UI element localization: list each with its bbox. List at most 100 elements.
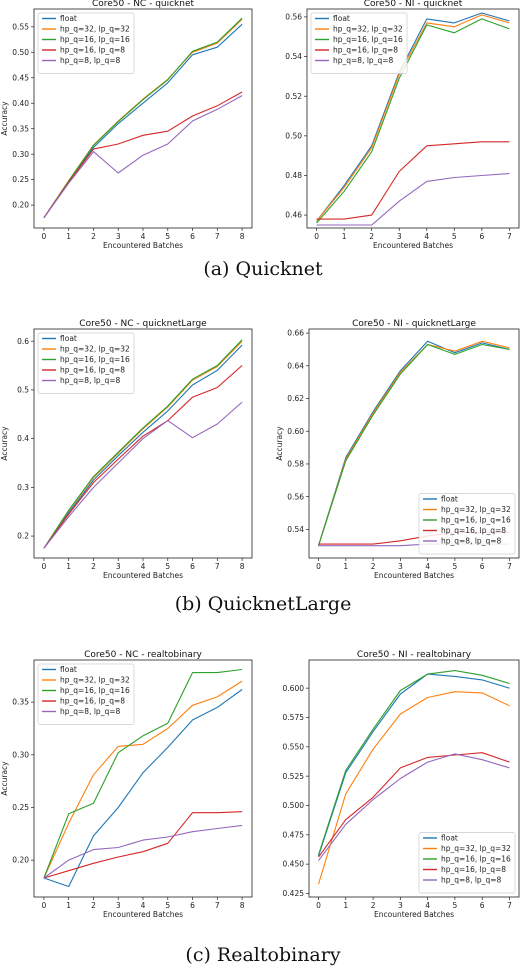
- x-axis-label: Encountered Batches: [103, 241, 183, 250]
- y-tick-label: 0.50: [12, 48, 29, 57]
- x-tick-label: 3: [116, 232, 121, 241]
- y-tick-label: 0.20: [12, 856, 29, 865]
- x-tick-label: 7: [507, 232, 512, 241]
- legend-label: hp_q=8, lp_q=8: [60, 376, 120, 385]
- x-tick-label: 5: [165, 562, 170, 571]
- series-line-2: [316, 14, 510, 222]
- series-line-5: [43, 401, 243, 549]
- y-tick-label: 0.30: [12, 150, 29, 159]
- y-tick-label: 0.52: [285, 92, 302, 101]
- x-tick-label: 0: [42, 232, 47, 241]
- legend-label: hp_q=8, lp_q=8: [333, 56, 393, 65]
- y-axis-label: Accuracy: [0, 761, 9, 796]
- x-tick-label: 1: [66, 232, 71, 241]
- x-tick-label: 3: [398, 562, 403, 571]
- x-axis-label: Encountered Batches: [373, 241, 453, 250]
- x-tick-label: 8: [240, 232, 245, 241]
- x-tick-label: 4: [141, 562, 146, 571]
- series-line-3: [43, 17, 243, 219]
- chart-nc-quicknet: Core50 - NC - quicknet 0 1 2 3 4 5 6 7 8 0.20 0.25 0…: [0, 0, 253, 250]
- series-line-4: [43, 91, 243, 219]
- y-axis-label: Accuracy: [275, 426, 284, 461]
- x-tick-label: 2: [91, 232, 96, 241]
- legend-box: [310, 12, 408, 74]
- legend-box: [37, 12, 135, 74]
- y-tick-label: 0.550: [283, 742, 305, 751]
- x-tick-label: 3: [116, 562, 121, 571]
- y-tick-label: 0.20: [12, 201, 29, 210]
- x-tick-label: 7: [215, 232, 220, 241]
- legend-label: hp_q=32, lp_q=32: [333, 25, 403, 34]
- y-tick-label: 0.450: [283, 860, 305, 869]
- legend-label: float: [441, 495, 458, 504]
- x-tick-label: 4: [141, 232, 146, 241]
- legend-label: float: [60, 665, 77, 674]
- legend-label: float: [441, 834, 458, 843]
- series-line-5: [316, 172, 510, 226]
- x-tick-label: 7: [215, 562, 220, 571]
- x-tick-label: 4: [141, 901, 146, 910]
- x-tick-label: 8: [240, 562, 245, 571]
- series-line-4: [318, 752, 510, 858]
- legend-box: [37, 663, 135, 725]
- legend-label: hp_q=8, lp_q=8: [441, 537, 501, 546]
- plot-frame: [308, 659, 520, 898]
- y-axis-label: Accuracy: [0, 426, 9, 461]
- chart-title: Core50 - NI - quicknetLarge: [352, 319, 476, 329]
- legend-label: hp_q=8, lp_q=8: [60, 56, 120, 65]
- y-tick-label: 0.4: [17, 434, 29, 443]
- x-tick-label: 7: [507, 562, 512, 571]
- legend-label: hp_q=16, lp_q=16: [441, 516, 511, 525]
- x-tick-label: 6: [480, 901, 485, 910]
- y-tick-label: 0.575: [283, 713, 305, 722]
- series-line-3: [317, 670, 510, 855]
- chart-title: Core50 - NC - quicknet: [92, 0, 195, 9]
- x-tick-label: 6: [480, 562, 485, 571]
- x-tick-label: 5: [165, 232, 170, 241]
- legend-label: hp_q=16, lp_q=16: [333, 35, 403, 44]
- legend-label: hp_q=8, lp_q=8: [60, 707, 120, 716]
- series-line-1: [43, 344, 243, 549]
- y-tick-label: 0.30: [12, 750, 29, 759]
- y-tick-label: 0.56: [287, 492, 304, 501]
- y-tick-label: 0.48: [285, 171, 302, 180]
- chart-nc-realtobinary: Core50 - NC - realtobinary 0 1 2 3 4 5 6 7 8 0.20 0…: [0, 650, 253, 919]
- y-tick-label: 0.50: [285, 131, 302, 140]
- chart-title: Core50 - NI - quicknet: [364, 0, 463, 9]
- caption-b: (b) QuicknetLarge: [174, 593, 352, 615]
- chart-nc-quicknetlarge: Core50 - NC - quicknetLarge 0 1 2 3 4 5 6 7 8 0.2 0…: [0, 319, 253, 580]
- legend-box: [418, 493, 516, 555]
- y-tick-label: 0.46: [285, 211, 302, 220]
- plot-frame: [308, 328, 520, 559]
- x-tick-label: 0: [42, 562, 47, 571]
- y-tick-label: 0.56: [285, 13, 302, 22]
- y-tick-label: 0.600: [283, 684, 305, 693]
- chart-title: Core50 - NC - quicknetLarge: [79, 319, 207, 329]
- series-line-1: [316, 12, 510, 222]
- series-line-4: [43, 811, 243, 879]
- y-tick-label: 0.6: [17, 337, 29, 346]
- legend-label: hp_q=32, lp_q=32: [60, 345, 130, 354]
- chart-title: Core50 - NC - realtobinary: [84, 650, 202, 660]
- legend-box: [418, 832, 516, 894]
- caption-a: (a) Quicknet: [203, 258, 323, 280]
- chart-title: Core50 - NI - realtobinary: [357, 650, 472, 660]
- series-line-1: [317, 340, 510, 546]
- x-tick-label: 5: [165, 901, 170, 910]
- x-tick-label: 4: [425, 901, 430, 910]
- chart-ni-quicknetlarge: Core50 - NI - quicknetLarge 0 1 2 3 4 5 6 7 0.54 0…: [275, 319, 520, 580]
- legend-label: hp_q=32, lp_q=32: [60, 25, 130, 34]
- series-line-5: [43, 95, 243, 219]
- x-axis-label: Encountered Batches: [374, 910, 454, 919]
- y-tick-label: 0.60: [287, 427, 304, 436]
- series-line-1: [317, 673, 510, 857]
- y-tick-label: 0.35: [12, 698, 29, 707]
- caption-c: (c) Realtobinary: [185, 944, 341, 966]
- series-line-3: [43, 339, 243, 549]
- series-line-3: [316, 18, 510, 224]
- legend-label: hp_q=8, lp_q=8: [441, 876, 501, 885]
- x-tick-label: 2: [369, 232, 374, 241]
- x-tick-label: 1: [66, 901, 71, 910]
- y-tick-label: 0.2: [17, 532, 29, 541]
- x-tick-label: 0: [314, 232, 319, 241]
